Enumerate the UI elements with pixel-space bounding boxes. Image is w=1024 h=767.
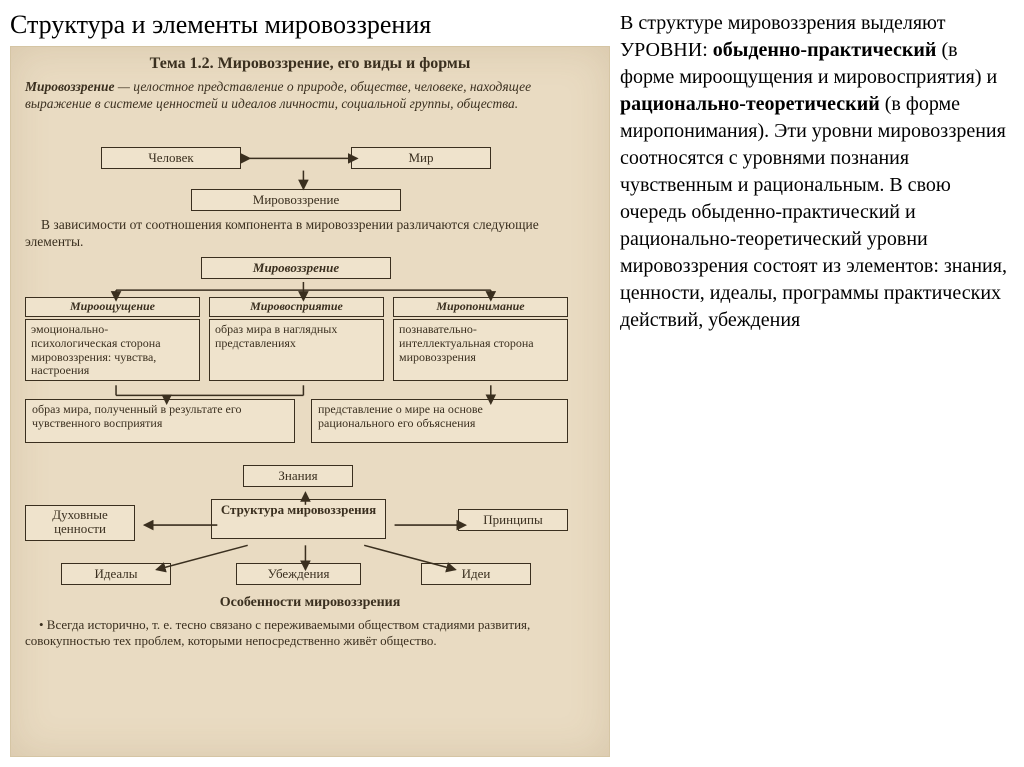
box-chelovek: Человек bbox=[101, 147, 241, 169]
page-title: Структура и элементы мировоззрения bbox=[10, 10, 610, 40]
right-text-pane: В структуре мировоззрения выделяют УРОВН… bbox=[620, 10, 1010, 757]
left-pane: Структура и элементы мировоззрения Тема … bbox=[10, 10, 610, 757]
box-struct-center: Структура мировоззрения bbox=[211, 499, 386, 539]
para-elements: В зависимости от соотношения компонента … bbox=[25, 217, 580, 251]
box-dukh-cennosti: Духовные ценности bbox=[25, 505, 135, 541]
box-znaniya: Знания bbox=[243, 465, 353, 487]
box-mir: Мир bbox=[351, 147, 491, 169]
rt-b1: обыденно-практический bbox=[713, 39, 937, 61]
box-principy: Принципы bbox=[458, 509, 568, 531]
col1-body: эмоционально-психологическая сторона мир… bbox=[25, 319, 200, 381]
box-idealy: Идеалы bbox=[61, 563, 171, 585]
col2-body: образ мира в наглядных представлениях bbox=[209, 319, 384, 381]
merge-left: образ мира, полученный в результате его … bbox=[25, 399, 295, 443]
rt-b2: рационально-теоретический bbox=[620, 93, 880, 115]
scanned-page: Тема 1.2. Мировоззрение, его виды и форм… bbox=[10, 46, 610, 757]
definition-term: Мировоззрение bbox=[25, 79, 115, 94]
merge-right: представление о мире на основе рациональ… bbox=[311, 399, 568, 443]
box-mirovozz-1: Мировоззрение bbox=[191, 189, 401, 211]
col2-head: Мировосприятие bbox=[209, 297, 384, 317]
box-ubezhdeniya: Убеждения bbox=[236, 563, 361, 585]
col3-head: Миропонимание bbox=[393, 297, 568, 317]
features-heading: Особенности мировоззрения bbox=[11, 595, 609, 611]
rt-3: (в форме миропонимания). Эти уровни миро… bbox=[620, 93, 1007, 331]
col3-body: познавательно-интеллектуальная сторона м… bbox=[393, 319, 568, 381]
feature-1: • Всегда исторично, т. е. тесно связано … bbox=[25, 617, 580, 648]
definition: Мировоззрение — целостное представление … bbox=[25, 79, 595, 113]
box-idei: Идеи bbox=[421, 563, 531, 585]
theme-title: Тема 1.2. Мировоззрение, его виды и форм… bbox=[25, 55, 595, 73]
col1-head: Мироощущение bbox=[25, 297, 200, 317]
box-mirovozz-2: Мировоззрение bbox=[201, 257, 391, 279]
